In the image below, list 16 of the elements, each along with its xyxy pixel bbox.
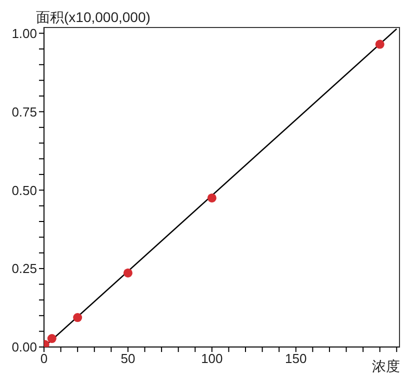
x-axis-title: 浓度 bbox=[372, 358, 400, 374]
y-tick-label: 1.00 bbox=[12, 26, 37, 41]
point bbox=[375, 40, 384, 49]
x-tick-label: 100 bbox=[201, 351, 223, 366]
point bbox=[47, 334, 56, 344]
y-tick-label: 0.75 bbox=[12, 104, 37, 120]
y-axis-title: 面积(x10,000,000) bbox=[36, 8, 150, 26]
point bbox=[73, 313, 82, 322]
y-tick-label: 0.00 bbox=[12, 340, 37, 355]
x-tick-label: 150 bbox=[285, 351, 307, 366]
point bbox=[207, 193, 216, 202]
x-tick-label: 50 bbox=[120, 351, 136, 366]
x-tick-label: 0 bbox=[40, 351, 48, 366]
y-tick-label: 0.25 bbox=[12, 261, 37, 276]
point bbox=[123, 268, 132, 278]
y-tick-label: 0.50 bbox=[12, 182, 37, 198]
